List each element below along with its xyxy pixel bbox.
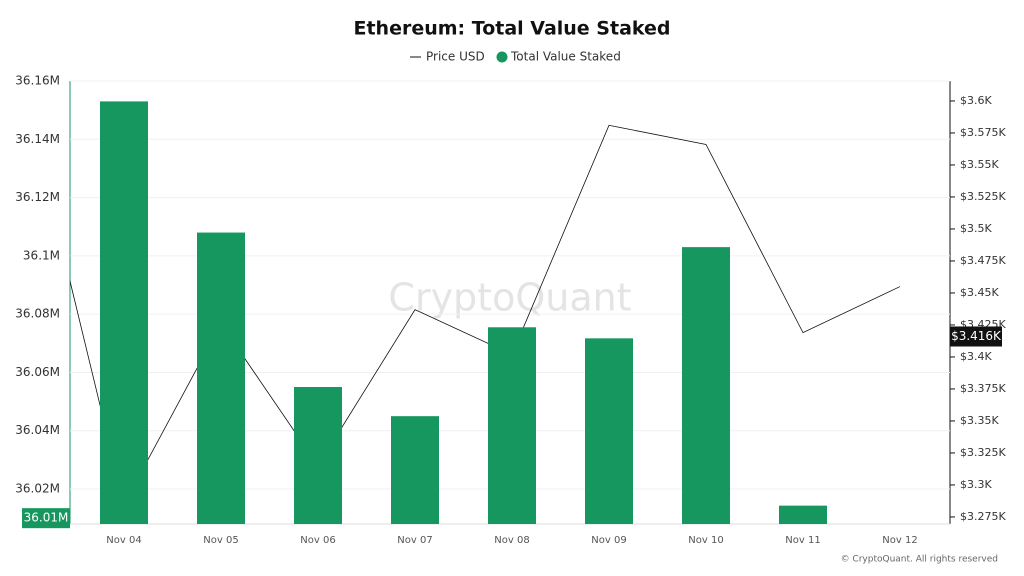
x-tick-label: Nov 11 [785, 535, 820, 546]
chart-title: Ethereum: Total Value Staked [353, 18, 670, 40]
bar [488, 327, 536, 524]
x-tick-label: Nov 05 [203, 535, 238, 546]
x-tick-label: Nov 12 [882, 535, 917, 546]
watermark: CryptoQuant [388, 276, 631, 320]
y2-tick-label: $3.275K [960, 510, 1006, 523]
y-tick-label: 36.12M [15, 190, 60, 204]
y2-tick-label: $3.6K [960, 94, 992, 107]
bar [391, 416, 439, 524]
bar [197, 232, 245, 525]
bar [682, 247, 730, 524]
x-tick-label: Nov 10 [688, 535, 723, 546]
y2-tick-label: $3.4K [960, 350, 992, 363]
y2-tick-label: $3.325K [960, 446, 1006, 459]
y2-tick-label: $3.3K [960, 478, 992, 491]
copyright: © CryptoQuant. All rights reserved [841, 555, 998, 565]
legend-label: Price USD [426, 50, 485, 64]
bar [585, 338, 633, 524]
y-tick-label: 36.16M [15, 74, 60, 88]
y2-tick-label: $3.475K [960, 254, 1006, 267]
current-y-label: 36.01M [24, 511, 69, 525]
y-tick-label: 36.02M [15, 482, 60, 496]
current-y2-label: $3.416K [951, 329, 1002, 343]
x-tick-label: Nov 08 [494, 535, 529, 546]
y2-tick-label: $3.55K [960, 158, 999, 171]
bar [779, 505, 827, 524]
price-line [70, 124, 901, 506]
x-tick-label: Nov 04 [106, 535, 141, 546]
y-tick-label: 36.04M [15, 423, 60, 437]
y2-tick-label: $3.5K [960, 222, 992, 235]
y-tick-label: 36.06M [15, 365, 60, 379]
y2-tick-label: $3.575K [960, 126, 1006, 139]
x-tick-label: Nov 09 [591, 535, 626, 546]
y2-tick-label: $3.525K [960, 190, 1006, 203]
bar [100, 101, 148, 525]
y-tick-label: 36.1M [23, 248, 60, 262]
x-tick-label: Nov 07 [397, 535, 432, 546]
legend-label: Total Value Staked [510, 50, 621, 64]
plot-area [70, 101, 901, 525]
y-tick-label: 36.14M [15, 132, 60, 146]
y2-tick-label: $3.45K [960, 286, 999, 299]
y2-tick-label: $3.35K [960, 414, 999, 427]
legend-swatch [496, 51, 508, 63]
y-tick-label: 36.08M [15, 307, 60, 321]
bar [294, 387, 342, 524]
current-y-marker [22, 508, 70, 529]
x-tick-label: Nov 06 [300, 535, 335, 546]
current-y2-marker [950, 326, 1002, 347]
y2-tick-label: $3.375K [960, 382, 1006, 395]
legend: Price USD Total Value Staked [410, 50, 621, 64]
